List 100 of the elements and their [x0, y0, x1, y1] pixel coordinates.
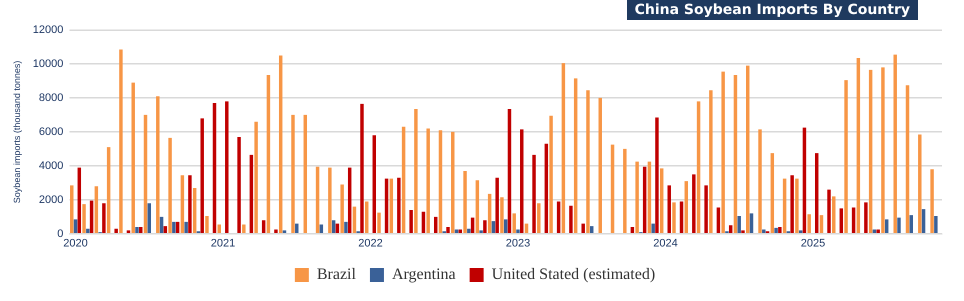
- bar: [390, 178, 394, 234]
- x-tick-label: 2024: [653, 237, 678, 250]
- bar: [262, 220, 266, 234]
- bar: [458, 230, 462, 234]
- bar: [832, 196, 836, 234]
- bar: [184, 222, 188, 234]
- bar: [328, 168, 332, 234]
- bar: [218, 224, 221, 234]
- bar: [426, 128, 430, 234]
- bar: [856, 58, 860, 234]
- bar: [737, 216, 741, 234]
- bar: [332, 220, 336, 234]
- bar: [910, 215, 914, 234]
- bar: [90, 200, 94, 234]
- bar: [454, 230, 458, 234]
- bar: [569, 206, 573, 234]
- bar: [451, 132, 454, 234]
- bar: [463, 170, 467, 234]
- bar: [922, 209, 926, 234]
- bar: [372, 135, 376, 234]
- legend-label: United Stated (estimated): [492, 266, 656, 284]
- y-axis-title: Soybean imports (thousand tonnes): [12, 60, 22, 204]
- bar: [205, 216, 209, 234]
- y-tick-label: 8000: [38, 92, 64, 104]
- bar: [586, 90, 590, 234]
- bar: [864, 202, 868, 234]
- bar: [434, 216, 438, 234]
- bar: [734, 75, 738, 234]
- bar: [172, 222, 176, 234]
- bar: [266, 75, 270, 234]
- bar: [802, 128, 806, 234]
- bar: [139, 227, 142, 234]
- bar: [930, 169, 934, 234]
- bar: [414, 108, 418, 234]
- bar: [762, 230, 766, 234]
- bar: [590, 226, 594, 234]
- bar: [156, 96, 160, 234]
- bar: [82, 204, 86, 234]
- bar: [680, 202, 684, 234]
- bar: [483, 220, 487, 234]
- bar: [254, 122, 258, 234]
- y-tick-label: 4000: [38, 160, 64, 172]
- bar: [881, 67, 885, 234]
- bar: [467, 228, 471, 234]
- bar: [876, 230, 880, 234]
- bar: [102, 203, 106, 234]
- bar: [532, 154, 536, 234]
- bar: [544, 144, 548, 234]
- bar: [790, 175, 794, 234]
- bar: [348, 168, 352, 234]
- bar: [798, 230, 802, 234]
- bar: [476, 180, 480, 234]
- bar: [778, 227, 782, 234]
- bar: [868, 70, 872, 234]
- bar: [574, 78, 578, 234]
- bar: [278, 55, 282, 234]
- bar: [840, 208, 844, 234]
- bar: [377, 212, 381, 234]
- bar: [581, 224, 585, 234]
- y-tick-label: 10000: [32, 58, 64, 70]
- bar: [728, 225, 732, 234]
- bar: [180, 175, 184, 234]
- bar: [495, 178, 499, 234]
- bar: [884, 219, 888, 234]
- bar: [295, 224, 298, 234]
- bar: [746, 66, 750, 234]
- bar: [352, 206, 356, 234]
- bar: [74, 219, 78, 234]
- bar: [684, 181, 688, 234]
- bar: [872, 230, 876, 234]
- bar: [176, 222, 180, 234]
- bar: [508, 108, 512, 234]
- bar: [316, 166, 320, 234]
- bar: [807, 214, 811, 234]
- bar: [741, 230, 745, 234]
- bar: [774, 228, 778, 234]
- bar: [844, 80, 848, 234]
- bar: [282, 230, 286, 234]
- bar: [200, 118, 204, 234]
- bar: [422, 212, 426, 234]
- bar: [126, 230, 130, 234]
- bar: [598, 98, 602, 234]
- y-tick-label: 6000: [38, 126, 64, 138]
- bar: [119, 50, 123, 234]
- bar: [384, 178, 388, 234]
- chart-title: China Soybean Imports By Country: [626, 0, 918, 20]
- bar: [758, 129, 762, 234]
- bar: [642, 166, 646, 234]
- bar: [148, 203, 152, 234]
- x-tick-label: 2022: [358, 237, 383, 250]
- bar: [704, 185, 708, 234]
- bar: [250, 154, 254, 234]
- bar: [623, 148, 627, 234]
- bar: [651, 224, 655, 234]
- bar: [934, 216, 938, 234]
- bar: [438, 130, 442, 234]
- x-tick-label: 2020: [63, 237, 88, 250]
- bar: [225, 101, 229, 234]
- bar: [470, 218, 474, 234]
- bar: [365, 202, 368, 234]
